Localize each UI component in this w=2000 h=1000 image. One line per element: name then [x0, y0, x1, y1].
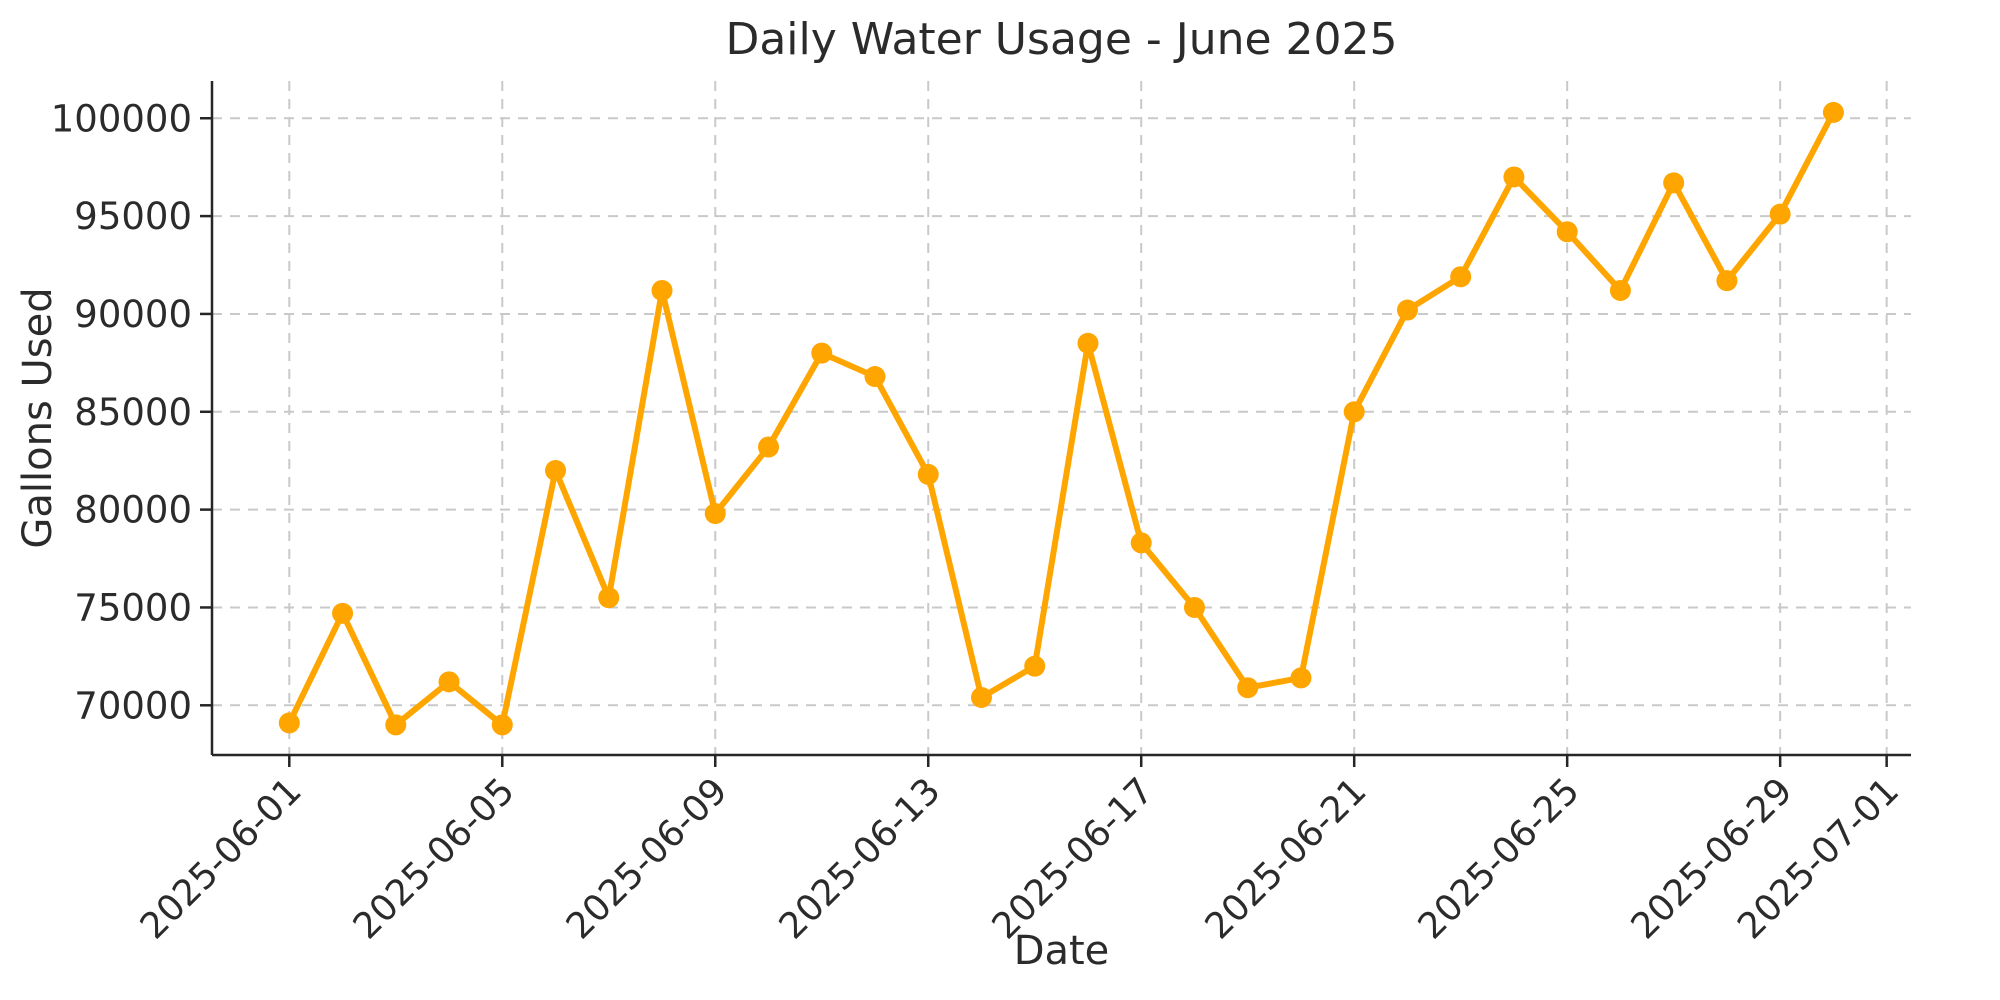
data-point [491, 714, 513, 736]
data-point [278, 712, 300, 734]
data-point [438, 671, 460, 693]
x-tick-label: 2025-06-25 [1411, 770, 1588, 947]
y-tick-label: 80000 [74, 489, 192, 532]
data-point [1396, 299, 1418, 321]
data-point [917, 463, 939, 485]
data-point [970, 686, 992, 708]
data-point [864, 366, 886, 388]
data-point [811, 342, 833, 364]
x-tick-label: 2025-06-13 [772, 770, 949, 947]
y-tick-label: 75000 [74, 586, 192, 629]
data-point [1822, 101, 1844, 123]
data-point [1503, 166, 1525, 188]
data-point [704, 503, 726, 525]
data-point [1130, 532, 1152, 554]
data-point [1609, 279, 1631, 301]
data-point [598, 587, 620, 609]
data-point [1343, 401, 1365, 423]
y-tick-label: 90000 [74, 293, 192, 336]
data-point [1077, 332, 1099, 354]
y-tick-label: 95000 [74, 195, 192, 238]
data-point [758, 436, 780, 458]
x-tick-label: 2025-06-09 [559, 770, 736, 947]
chart-title: Daily Water Usage - June 2025 [725, 14, 1398, 65]
data-point [1663, 172, 1685, 194]
x-tick-label: 2025-06-17 [985, 770, 1162, 947]
data-point [1716, 270, 1738, 292]
y-axis-label: Gallons Used [15, 287, 61, 549]
x-axis-label: Date [1013, 928, 1110, 974]
data-point [385, 714, 407, 736]
data-point [1450, 266, 1472, 288]
data-point [332, 602, 354, 624]
x-tick-label: 2025-06-01 [133, 770, 310, 947]
data-point [1183, 596, 1205, 618]
data-point [1237, 677, 1259, 699]
y-tick-label: 100000 [51, 97, 192, 140]
y-tick-label: 70000 [74, 684, 192, 727]
x-tick-label: 2025-06-21 [1198, 770, 1375, 947]
x-tick-label: 2025-06-05 [346, 770, 523, 947]
data-point [1769, 203, 1791, 225]
data-point [1024, 655, 1046, 677]
data-point [545, 459, 567, 481]
data-point [651, 279, 673, 301]
data-point [1556, 221, 1578, 243]
data-line [286, 109, 1837, 728]
data-point [1290, 667, 1312, 689]
y-tick-label: 85000 [74, 391, 192, 434]
